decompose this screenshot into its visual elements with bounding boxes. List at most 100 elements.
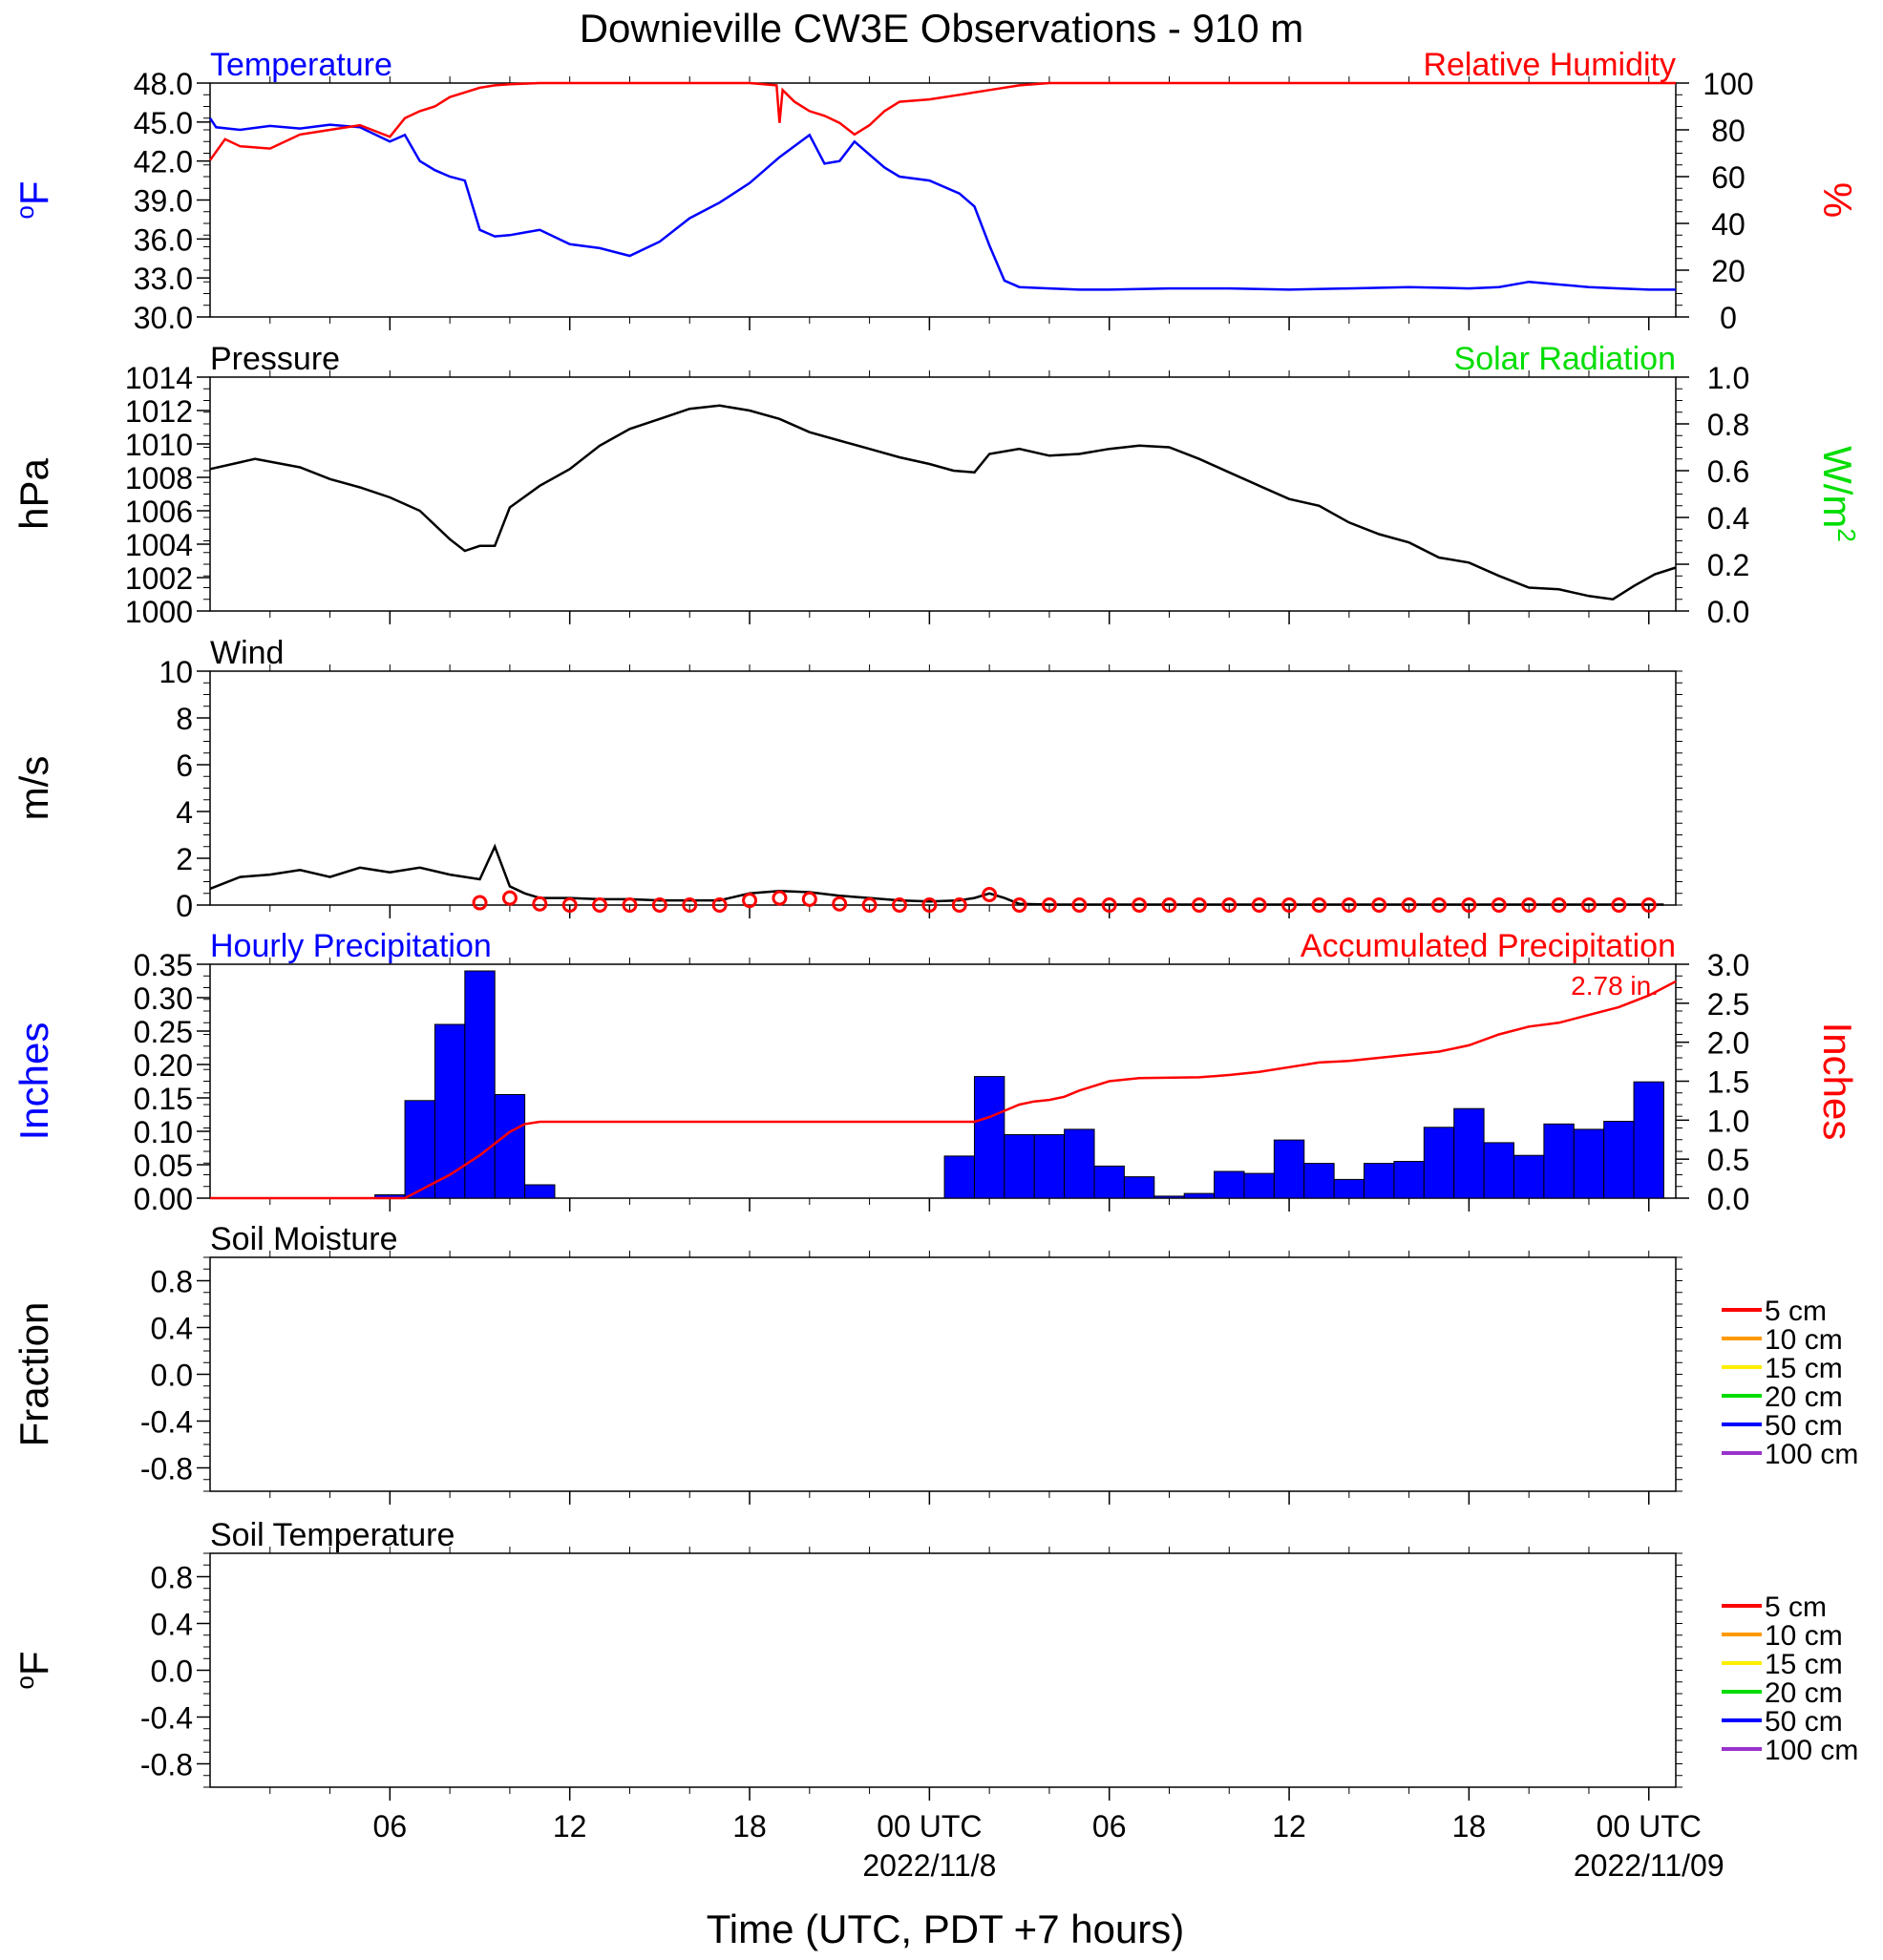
- y-tick-label: 6: [176, 748, 193, 783]
- figure-title: Downieville CW3E Observations - 910 m: [580, 6, 1304, 51]
- wind-gust-marker: [1640, 897, 1657, 913]
- y-tick-label: 39.0: [134, 184, 193, 219]
- y-axis-label-left: Inches: [11, 1022, 56, 1141]
- panel-title-right: Relative Humidity: [1423, 47, 1676, 83]
- y-tick-label: 0.15: [134, 1082, 193, 1116]
- wind-gust-marker: [1371, 897, 1387, 913]
- wind-gust-marker: [1551, 897, 1567, 913]
- panel-title-left: Wind: [210, 635, 284, 671]
- y-axis-label-left: m/s: [11, 756, 56, 821]
- y2-tick-label: 0.6: [1707, 454, 1749, 489]
- panels: 30.033.036.039.042.045.048.0020406080100…: [11, 47, 1861, 1883]
- precip-bar: [1214, 1170, 1245, 1199]
- y-tick-label: 0.25: [134, 1015, 193, 1049]
- legend-label: 50 cm: [1765, 1410, 1843, 1442]
- legend-label: 50 cm: [1765, 1706, 1843, 1738]
- precip-bar: [1483, 1142, 1514, 1199]
- y-axis-label-left: Fraction: [11, 1302, 56, 1447]
- wind-gust-marker: [1132, 897, 1148, 913]
- y-tick-label: 0.05: [134, 1149, 193, 1183]
- y2-tick-label: 60: [1711, 160, 1745, 195]
- series-line-relative-humidity: [208, 81, 1676, 161]
- wind-gust-marker: [1251, 897, 1267, 913]
- wind-gust-marker: [1401, 897, 1417, 913]
- precip-bar: [1303, 1163, 1335, 1199]
- y-tick-label: 0.4: [151, 1608, 193, 1642]
- y2-tick-label: 2.5: [1707, 987, 1749, 1022]
- y2-tick-label: 1.5: [1707, 1065, 1749, 1100]
- y-axis-label-right: %: [1815, 182, 1860, 218]
- wind-gust-marker: [1101, 897, 1117, 913]
- legend-label: 20 cm: [1765, 1677, 1843, 1709]
- y-tick-label: 1000: [125, 595, 193, 629]
- y2-tick-label: 2.0: [1707, 1026, 1749, 1061]
- wind-gust-marker: [1461, 897, 1477, 913]
- y-tick-label: 0.4: [151, 1312, 193, 1346]
- y-tick-label: 33.0: [134, 262, 193, 296]
- precip-bar: [1393, 1161, 1425, 1199]
- panel-wind: 0 2 4 6 8 10 Wind m/s: [11, 635, 1682, 923]
- plot-frame: [209, 82, 1677, 318]
- legend-label: 15 cm: [1765, 1353, 1843, 1384]
- series-line-wind-speed: [209, 843, 1664, 906]
- wind-gust-marker: [1611, 897, 1627, 913]
- y2-tick-label: 0.5: [1707, 1143, 1749, 1177]
- y-tick-label: 2: [176, 842, 193, 876]
- wind-gust-marker: [1041, 897, 1057, 913]
- wind-gust-marker: [1281, 897, 1298, 913]
- y-tick-label: 1004: [125, 528, 193, 562]
- precip-bar: [1333, 1178, 1365, 1199]
- precip-bar: [1273, 1139, 1305, 1199]
- x-tick-label: 12: [553, 1809, 587, 1844]
- plot-frame: [209, 376, 1677, 612]
- plot-frame: [209, 1256, 1677, 1492]
- precip-bar: [524, 1184, 556, 1199]
- x-tick-label: 18: [732, 1809, 767, 1844]
- precip-bar: [1183, 1192, 1216, 1199]
- panel-title-left: Hourly Precipitation: [210, 928, 492, 964]
- y-tick-label: 0.0: [151, 1359, 193, 1393]
- y2-tick-label: 0.0: [1707, 595, 1749, 629]
- y-tick-label: -0.4: [140, 1701, 193, 1736]
- wind-gust-marker: [1221, 897, 1238, 913]
- precip-bar: [1543, 1123, 1575, 1199]
- y-tick-label: 0: [176, 889, 193, 923]
- y-tick-label: 1012: [125, 394, 193, 429]
- wind-gust-marker: [982, 886, 998, 902]
- wind-gust-marker: [1191, 897, 1207, 913]
- precip-bar: [464, 970, 496, 1199]
- y-tick-label: 8: [176, 702, 193, 736]
- x-axis-label: Time (UTC, PDT +7 hours): [707, 1907, 1185, 1951]
- wind-gust-marker: [801, 891, 817, 907]
- panel-title-left: Temperature: [210, 47, 392, 83]
- precip-bar: [1633, 1081, 1664, 1199]
- precip-bar: [1243, 1172, 1275, 1199]
- precip-bar: [1033, 1134, 1066, 1199]
- x-tick-label: 06: [373, 1809, 408, 1844]
- y2-tick-label: 0.4: [1707, 501, 1749, 536]
- wind-gust-marker: [501, 890, 518, 906]
- y-axis-label-left: hPa: [11, 457, 56, 529]
- y2-tick-label: 40: [1711, 207, 1745, 242]
- y-axis-label-right: Inches: [1815, 1022, 1860, 1141]
- wind-gust-marker: [1011, 897, 1027, 913]
- precip-bar: [943, 1155, 975, 1199]
- x-date-label: 2022/11/8: [862, 1848, 996, 1883]
- wind-gust-marker: [651, 897, 667, 913]
- y2-tick-label: 80: [1711, 114, 1745, 148]
- wind-gust-marker: [1341, 897, 1357, 913]
- wind-gust-marker: [742, 893, 758, 909]
- precip-bar: [1093, 1165, 1125, 1199]
- panel-title-left: Soil Temperature: [210, 1517, 455, 1553]
- y-tick-label: -0.4: [140, 1405, 193, 1440]
- wind-gust-marker: [772, 890, 788, 906]
- wind-gust-marker: [1580, 897, 1597, 913]
- panel-temperature: 30.0 33.0 36.039.0 42.0 45.0 48.0 0 20 40 60 80 100…: [11, 47, 1860, 335]
- panel-title-right: Accumulated Precipitation: [1301, 928, 1676, 964]
- legend-label: 20 cm: [1765, 1381, 1843, 1413]
- y-tick-label: 1002: [125, 561, 193, 596]
- panel-soil-moisture: -0.8 -0.4 0.0 0.4 0.8 Soil Moisture Fraction 5 …: [11, 1221, 1858, 1505]
- wind-gust-marker: [1071, 897, 1088, 913]
